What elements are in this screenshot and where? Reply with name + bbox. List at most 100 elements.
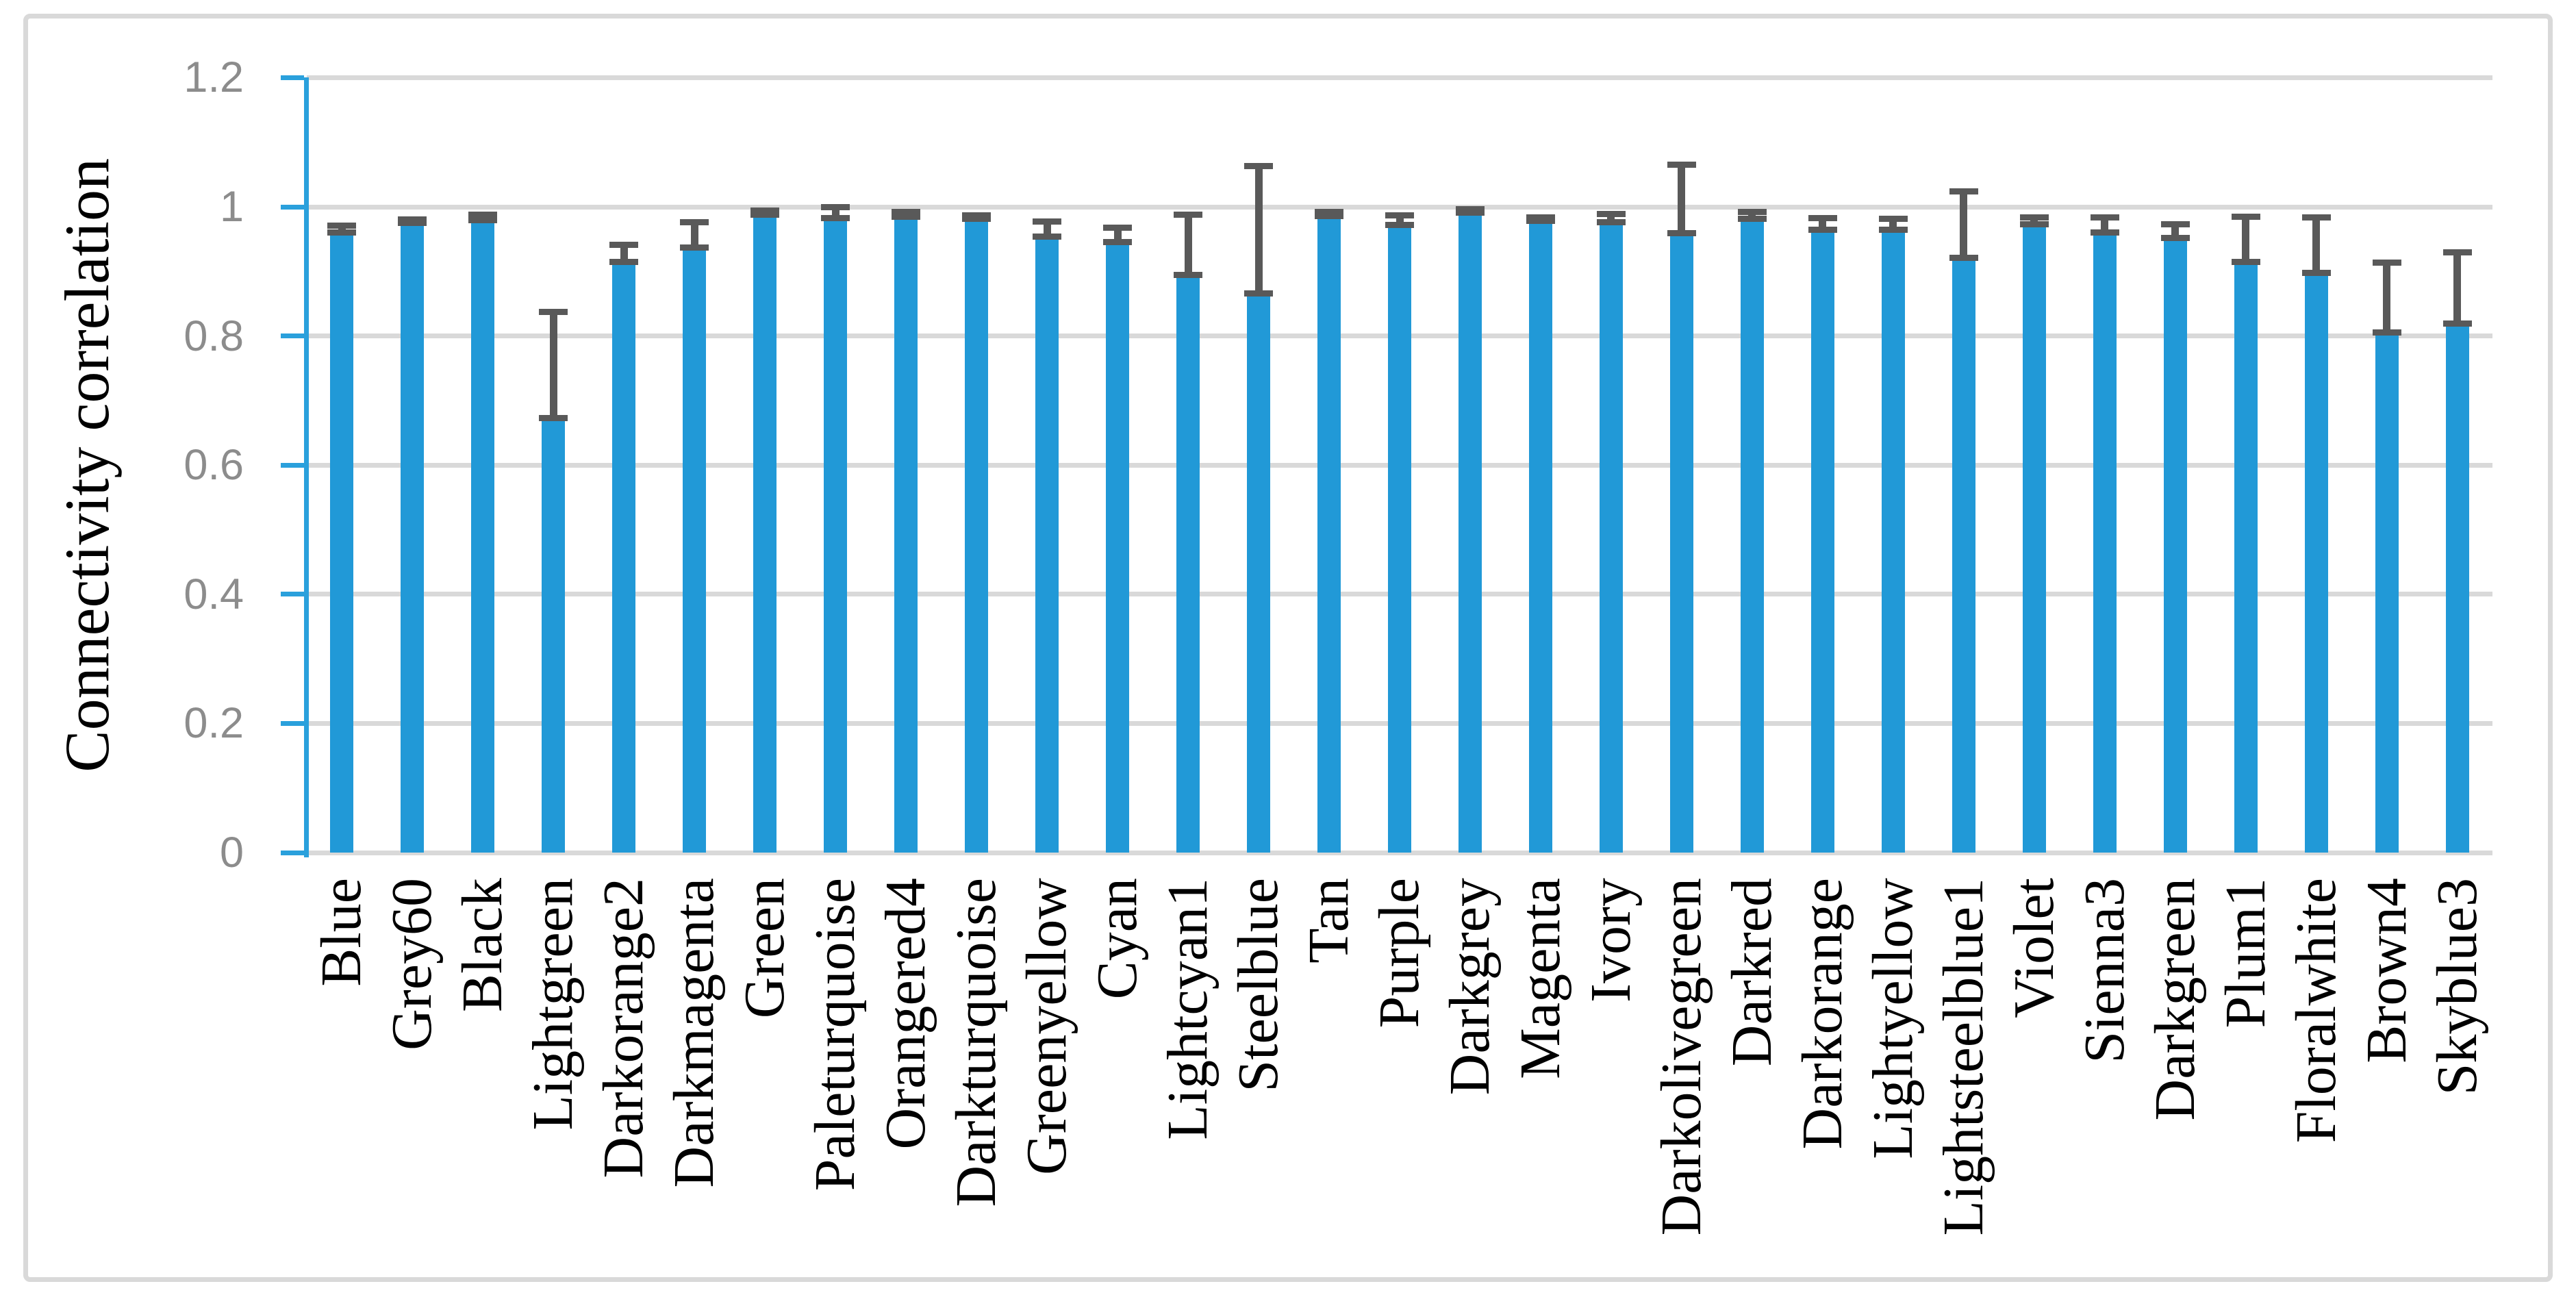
error-bar-stem: [1254, 166, 1263, 294]
error-bar-cap: [468, 211, 498, 218]
error-bar-stem: [1396, 215, 1404, 225]
error-bar-cap: [1315, 212, 1344, 219]
error-bar-cap: [398, 216, 427, 223]
x-category-label: Darkred: [1719, 878, 1784, 1067]
error-bar-cap: [2160, 221, 2190, 227]
error-bar-cap: [2019, 221, 2049, 227]
error-bar-cap: [609, 242, 639, 249]
error-bar-cap: [398, 220, 427, 227]
error-bar-cap: [539, 414, 568, 421]
x-category-label: Green: [733, 878, 797, 1019]
x-category-label-cell: Brown4: [2351, 878, 2422, 1275]
error-bar-cap: [1315, 209, 1344, 216]
error-bar-cap: [821, 204, 850, 211]
error-bar-cap: [1385, 212, 1414, 218]
x-category-label-cell: Skyblue3: [2422, 878, 2492, 1275]
error-bar-cap: [2231, 213, 2260, 220]
bar: [2163, 238, 2187, 853]
error-bar-cap: [2231, 258, 2260, 265]
error-bar-cap: [1455, 206, 1485, 213]
x-category-label: Darkolivegreen: [1649, 878, 1713, 1236]
error-bar-cap: [2019, 214, 2049, 221]
bar: [2022, 224, 2046, 853]
bar: [1952, 257, 1975, 853]
error-bar-stem: [2383, 262, 2391, 333]
bar: [2093, 232, 2117, 853]
error-bar-cap: [1174, 272, 1203, 279]
bar: [542, 418, 566, 853]
error-bar-cap: [892, 209, 921, 216]
x-category-label: Plum1: [2213, 878, 2277, 1029]
x-category-label: Lightcyan1: [1156, 878, 1220, 1140]
error-bar-cap: [1949, 254, 1978, 261]
bar: [401, 223, 425, 853]
error-bar-cap: [1737, 216, 1767, 223]
x-category-label-cell: Lightsteelblue1: [1928, 878, 1999, 1275]
error-bar-cap: [2301, 269, 2331, 276]
error-bar-stem: [549, 312, 557, 418]
error-bar-cap: [2301, 214, 2331, 221]
error-bar-cap: [609, 258, 639, 265]
error-bar-cap: [1667, 230, 1696, 237]
x-category-label-cell: Black: [448, 878, 518, 1275]
x-category-label-cell: Darkgreen: [2140, 878, 2210, 1275]
x-category-label-cell: Darkolivegreen: [1646, 878, 1717, 1275]
error-bar-stem: [1113, 227, 1122, 242]
bar: [1599, 222, 1623, 853]
x-category-label: Lightsteelblue1: [1931, 878, 1995, 1236]
figure-border: [23, 14, 2553, 1282]
error-bar-stem: [338, 225, 346, 233]
error-bar-cap: [1737, 209, 1767, 216]
x-category-label: Darkturquoise: [944, 878, 1009, 1207]
x-category-label: Brown4: [2354, 878, 2419, 1063]
error-bar-cap: [1808, 226, 1837, 233]
x-category-label: Black: [451, 878, 515, 1012]
y-tick-label: 0: [219, 829, 244, 877]
y-tick: [281, 720, 304, 726]
error-bar-stem: [1748, 212, 1756, 219]
x-category-label: Greenyellow: [1015, 878, 1079, 1175]
y-axis-line: [304, 77, 309, 857]
bar: [753, 214, 777, 853]
error-bar-stem: [2453, 252, 2462, 324]
error-bar-cap: [539, 309, 568, 316]
bar: [1388, 225, 1411, 853]
bar: [1881, 229, 1905, 853]
bar: [1458, 212, 1482, 853]
error-bar-stem: [1043, 221, 1051, 237]
x-category-label: Darkgreen: [2143, 878, 2207, 1121]
bar: [1810, 229, 1834, 853]
x-category-label-cell: Cyan: [1083, 878, 1153, 1275]
x-category-label-cell: Steelblue: [1224, 878, 1294, 1275]
error-bar-cap: [750, 211, 780, 218]
bar: [1106, 242, 1130, 853]
error-bar-stem: [1960, 191, 1968, 258]
error-bar-cap: [2442, 249, 2472, 255]
y-tick: [281, 333, 304, 339]
x-category-label-cell: Blue: [307, 878, 377, 1275]
error-bar-cap: [1033, 218, 1062, 225]
x-category-label-cell: Darkmagenta: [659, 878, 730, 1275]
bar: [965, 218, 989, 853]
error-bar-cap: [1455, 209, 1485, 216]
x-category-label: Steelblue: [1226, 878, 1291, 1092]
x-category-label: Sienna3: [2072, 878, 2136, 1063]
x-category-label: Cyan: [1085, 878, 1150, 1000]
x-category-label: Grey60: [380, 878, 444, 1050]
gridline: [307, 850, 2492, 855]
error-bar-cap: [1667, 162, 1696, 168]
x-category-label-cell: Darkred: [1717, 878, 1787, 1275]
x-category-label: Tan: [1297, 878, 1361, 964]
error-bar-stem: [690, 222, 698, 248]
bar: [2304, 273, 2328, 853]
error-bar-cap: [1596, 210, 1626, 217]
bar: [612, 262, 636, 853]
error-bar-cap: [2160, 234, 2190, 241]
error-bar-cap: [327, 229, 357, 236]
y-tick: [281, 592, 304, 597]
x-category-label: Darkgrey: [1437, 878, 1502, 1096]
x-category-label: Blue: [310, 878, 374, 987]
x-category-label: Violet: [2002, 878, 2066, 1018]
error-bar-cap: [1526, 218, 1555, 225]
